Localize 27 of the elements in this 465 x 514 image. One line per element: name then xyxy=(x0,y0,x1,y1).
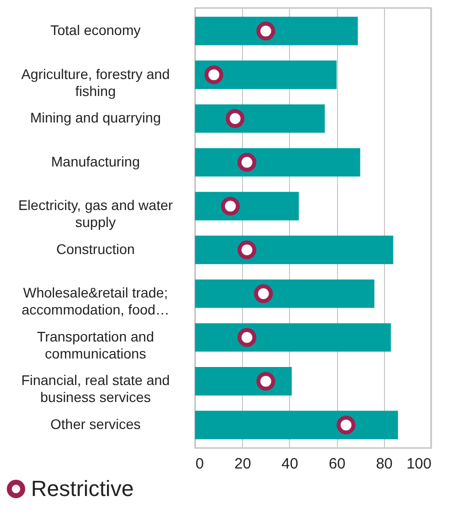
y-tick-label: Mining and quarrying xyxy=(30,110,161,126)
point xyxy=(256,22,276,40)
y-tick-label: Wholesale&retail trade; accommodation, food… xyxy=(22,284,170,318)
y-tick-label: Manufacturing xyxy=(51,153,140,170)
x-tick-label: 100 xyxy=(406,456,432,472)
y-tick-label: Other services xyxy=(50,416,141,432)
point xyxy=(220,196,240,216)
x-tick-label: 20 xyxy=(234,456,252,472)
y-tick-label: Construction xyxy=(56,240,135,257)
legend-label: Restrictive xyxy=(31,476,134,501)
y-tick-label: Financial, real state and business services xyxy=(21,372,170,406)
x-tick-label: 40 xyxy=(282,456,298,472)
y-tick-label: Agriculture, forestry and fishing xyxy=(21,66,170,99)
point xyxy=(238,328,256,347)
x-tick-label: 60 xyxy=(328,456,346,472)
point xyxy=(256,372,276,391)
x-tick-label: 0 xyxy=(196,456,204,472)
point xyxy=(226,109,245,128)
y-tick-label: Total economy xyxy=(50,22,141,38)
point xyxy=(254,284,273,304)
point xyxy=(204,65,224,84)
x-tick-label: 80 xyxy=(376,456,393,472)
y-tick-label: Transportation and communications xyxy=(37,328,154,362)
point xyxy=(238,152,256,172)
point xyxy=(238,240,256,260)
y-tick-label: Electricity, gas and water supply xyxy=(18,197,174,230)
point xyxy=(336,416,356,434)
